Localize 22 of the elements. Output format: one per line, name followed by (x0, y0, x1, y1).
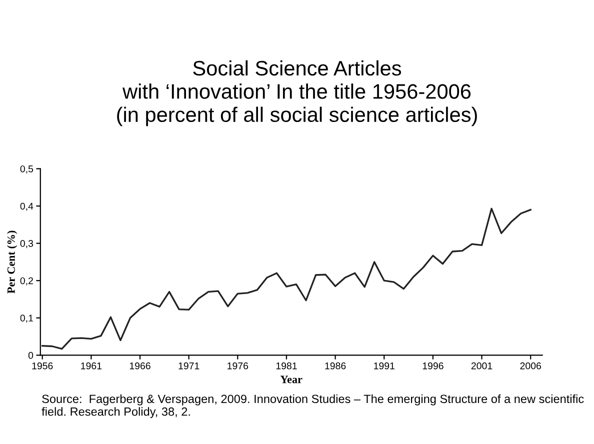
x-tick-label: 2006 (520, 362, 541, 370)
x-tick-label: 1981 (276, 362, 297, 370)
y-tick-label: 0,2 (20, 277, 33, 286)
line-series (42, 208, 532, 350)
y-tick-label: 0,1 (20, 314, 33, 323)
x-tick-label: 1961 (81, 362, 102, 370)
x-tick-label: 1991 (374, 362, 394, 370)
y-tick-label: 0,5 (20, 165, 34, 174)
x-tick-label: 2001 (471, 362, 492, 370)
chart-title: Social Science Articles with ‘Innovation’ In the title 1956-2006 (in percent of all social science articles) (117, 60, 477, 126)
x-axis-title: Year (280, 376, 302, 384)
y-axis-title: Per Cent (%) (7, 230, 18, 294)
x-tick-label: 1976 (228, 362, 248, 370)
x-tick-label: 1966 (130, 362, 150, 370)
y-tick-label: 0,3 (20, 240, 34, 248)
x-tick-label: 1986 (325, 362, 346, 370)
x-tick-label: 1956 (32, 362, 53, 370)
y-tick-label: 0,4 (20, 202, 34, 211)
x-tick-label: 1971 (178, 362, 200, 370)
source-note: Source: Fagerberg & Verspagen, 2009. Innovation Studies – The emerging Structure of a new scientific field. Research Polidy, 38, 2. (42, 394, 584, 418)
y-tick-label: 0 (28, 352, 34, 359)
x-tick-label: 1996 (422, 362, 444, 370)
